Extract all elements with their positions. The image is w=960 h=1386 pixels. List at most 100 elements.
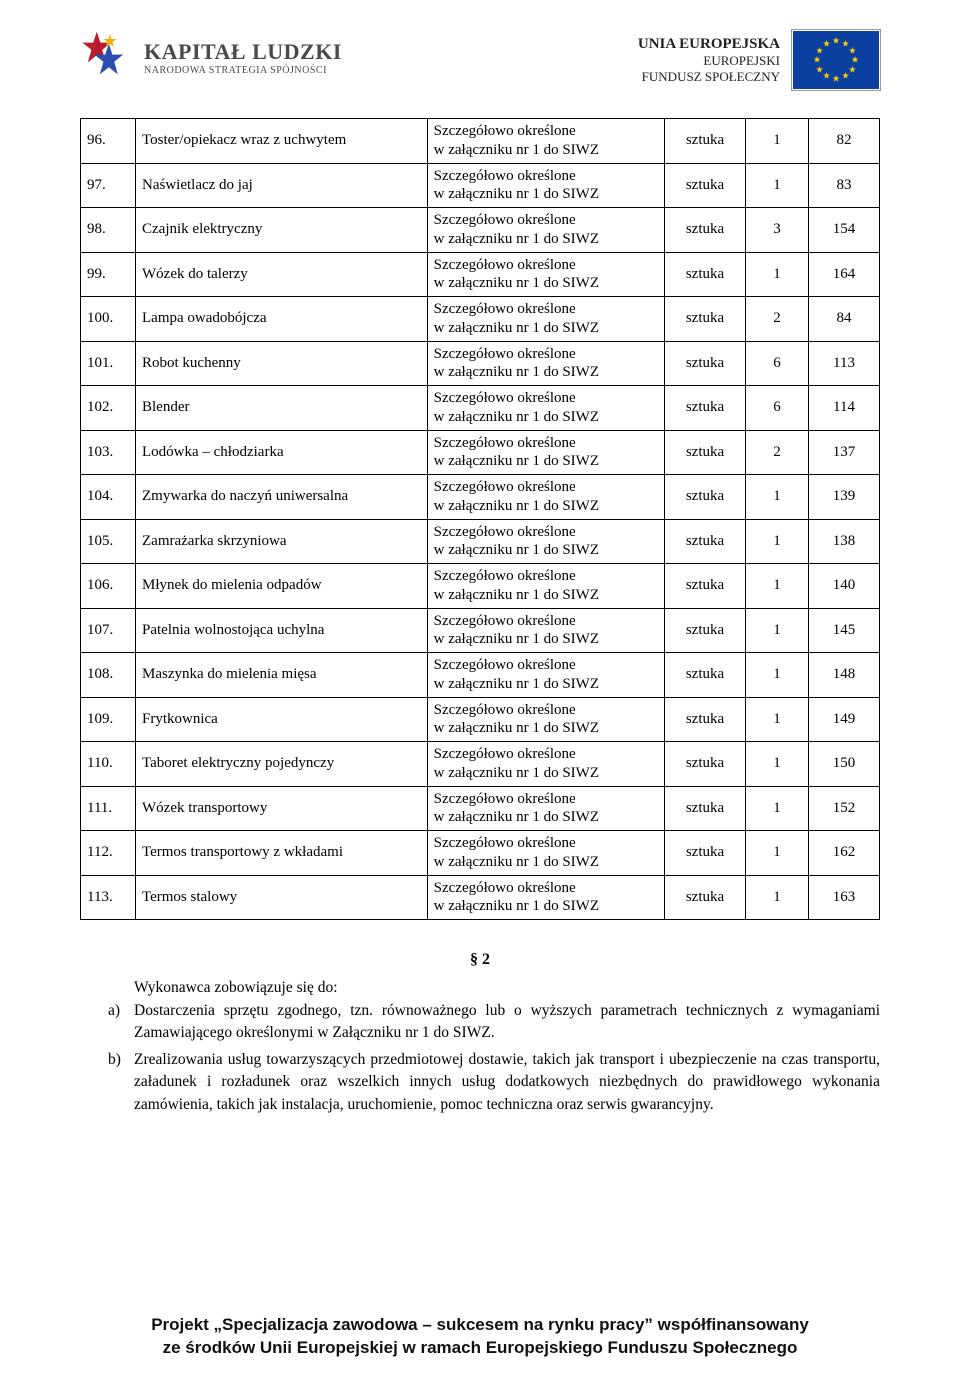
eu-star-icon: ★ bbox=[832, 74, 840, 85]
table-row: 103.Lodówka – chłodziarkaSzczegółowo okr… bbox=[81, 430, 880, 475]
row-unit: sztuka bbox=[665, 786, 746, 831]
list-marker: a) bbox=[108, 1000, 120, 1022]
row-page: 149 bbox=[809, 697, 880, 742]
row-unit: sztuka bbox=[665, 742, 746, 787]
table-row: 105.Zamrażarka skrzyniowaSzczegółowo okr… bbox=[81, 519, 880, 564]
row-unit: sztuka bbox=[665, 163, 746, 208]
row-page: 113 bbox=[809, 341, 880, 386]
row-quantity: 6 bbox=[746, 341, 809, 386]
kl-title: KAPITAŁ LUDZKI bbox=[144, 39, 342, 65]
row-index: 113. bbox=[81, 875, 136, 920]
row-description: Szczegółowo określonew załączniku nr 1 d… bbox=[427, 519, 664, 564]
row-quantity: 1 bbox=[746, 163, 809, 208]
row-unit: sztuka bbox=[665, 252, 746, 297]
row-quantity: 1 bbox=[746, 786, 809, 831]
footer-line1: Projekt „Specjalizacja zawodowa – sukces… bbox=[0, 1314, 960, 1337]
row-quantity: 1 bbox=[746, 252, 809, 297]
row-item-name: Maszynka do mielenia mięsa bbox=[136, 653, 428, 698]
row-unit: sztuka bbox=[665, 564, 746, 609]
row-index: 97. bbox=[81, 163, 136, 208]
row-index: 105. bbox=[81, 519, 136, 564]
row-unit: sztuka bbox=[665, 608, 746, 653]
row-description: Szczegółowo określonew załączniku nr 1 d… bbox=[427, 697, 664, 742]
table-row: 102.BlenderSzczegółowo określonew załącz… bbox=[81, 386, 880, 431]
row-quantity: 1 bbox=[746, 564, 809, 609]
row-page: 145 bbox=[809, 608, 880, 653]
row-item-name: Wózek transportowy bbox=[136, 786, 428, 831]
row-index: 96. bbox=[81, 119, 136, 164]
row-description: Szczegółowo określonew załączniku nr 1 d… bbox=[427, 341, 664, 386]
page: KAPITAŁ LUDZKI NARODOWA STRATEGIA SPÓJNO… bbox=[0, 0, 960, 1386]
row-description: Szczegółowo określonew załączniku nr 1 d… bbox=[427, 252, 664, 297]
header: KAPITAŁ LUDZKI NARODOWA STRATEGIA SPÓJNO… bbox=[80, 30, 880, 90]
row-item-name: Młynek do mielenia odpadów bbox=[136, 564, 428, 609]
kapital-ludzki-text: KAPITAŁ LUDZKI NARODOWA STRATEGIA SPÓJNO… bbox=[144, 39, 342, 76]
row-item-name: Lampa owadobójcza bbox=[136, 297, 428, 342]
footer: Projekt „Specjalizacja zawodowa – sukces… bbox=[0, 1314, 960, 1360]
row-page: 137 bbox=[809, 430, 880, 475]
row-index: 101. bbox=[81, 341, 136, 386]
row-page: 114 bbox=[809, 386, 880, 431]
table-row: 99.Wózek do talerzySzczegółowo określone… bbox=[81, 252, 880, 297]
row-page: 83 bbox=[809, 163, 880, 208]
row-description: Szczegółowo określonew załączniku nr 1 d… bbox=[427, 119, 664, 164]
row-index: 99. bbox=[81, 252, 136, 297]
eu-star-icon: ★ bbox=[822, 38, 830, 49]
row-index: 111. bbox=[81, 786, 136, 831]
eu-star-icon: ★ bbox=[848, 64, 856, 75]
row-page: 164 bbox=[809, 252, 880, 297]
row-index: 104. bbox=[81, 475, 136, 520]
row-description: Szczegółowo określonew załączniku nr 1 d… bbox=[427, 653, 664, 698]
row-page: 152 bbox=[809, 786, 880, 831]
row-unit: sztuka bbox=[665, 475, 746, 520]
table-row: 98.Czajnik elektrycznySzczegółowo określ… bbox=[81, 208, 880, 253]
row-quantity: 1 bbox=[746, 119, 809, 164]
row-quantity: 1 bbox=[746, 831, 809, 876]
table-row: 112.Termos transportowy z wkładamiSzczeg… bbox=[81, 831, 880, 876]
row-unit: sztuka bbox=[665, 430, 746, 475]
row-unit: sztuka bbox=[665, 653, 746, 698]
row-index: 100. bbox=[81, 297, 136, 342]
table-row: 111.Wózek transportowySzczegółowo określ… bbox=[81, 786, 880, 831]
row-description: Szczegółowo określonew załączniku nr 1 d… bbox=[427, 786, 664, 831]
row-quantity: 1 bbox=[746, 608, 809, 653]
row-quantity: 2 bbox=[746, 297, 809, 342]
row-item-name: Termos transportowy z wkładami bbox=[136, 831, 428, 876]
row-index: 112. bbox=[81, 831, 136, 876]
row-item-name: Zmywarka do naczyń uniwersalna bbox=[136, 475, 428, 520]
row-unit: sztuka bbox=[665, 386, 746, 431]
row-unit: sztuka bbox=[665, 875, 746, 920]
row-index: 107. bbox=[81, 608, 136, 653]
row-index: 109. bbox=[81, 697, 136, 742]
row-page: 154 bbox=[809, 208, 880, 253]
row-description: Szczegółowo określonew załączniku nr 1 d… bbox=[427, 297, 664, 342]
row-description: Szczegółowo określonew załączniku nr 1 d… bbox=[427, 475, 664, 520]
row-quantity: 6 bbox=[746, 386, 809, 431]
row-description: Szczegółowo określonew załączniku nr 1 d… bbox=[427, 831, 664, 876]
table-row: 107.Patelnia wolnostojąca uchylnaSzczegó… bbox=[81, 608, 880, 653]
row-quantity: 1 bbox=[746, 475, 809, 520]
eu-logo-block: UNIA EUROPEJSKA EUROPEJSKI FUNDUSZ SPOŁE… bbox=[638, 30, 880, 90]
row-page: 150 bbox=[809, 742, 880, 787]
row-unit: sztuka bbox=[665, 341, 746, 386]
table-row: 101.Robot kuchennySzczegółowo określonew… bbox=[81, 341, 880, 386]
row-description: Szczegółowo określonew załączniku nr 1 d… bbox=[427, 608, 664, 653]
row-description: Szczegółowo określonew załączniku nr 1 d… bbox=[427, 208, 664, 253]
section-item: b)Zrealizowania usług towarzyszących prz… bbox=[134, 1049, 880, 1116]
eu-line3: FUNDUSZ SPOŁECZNY bbox=[638, 69, 780, 85]
row-description: Szczegółowo określonew załączniku nr 1 d… bbox=[427, 564, 664, 609]
kapital-ludzki-icon bbox=[80, 30, 134, 84]
row-unit: sztuka bbox=[665, 119, 746, 164]
row-description: Szczegółowo określonew załączniku nr 1 d… bbox=[427, 430, 664, 475]
row-page: 163 bbox=[809, 875, 880, 920]
eu-line1: UNIA EUROPEJSKA bbox=[638, 35, 780, 53]
row-page: 82 bbox=[809, 119, 880, 164]
table-row: 104.Zmywarka do naczyń uniwersalnaSzczeg… bbox=[81, 475, 880, 520]
row-item-name: Lodówka – chłodziarka bbox=[136, 430, 428, 475]
row-page: 140 bbox=[809, 564, 880, 609]
row-item-name: Taboret elektryczny pojedynczy bbox=[136, 742, 428, 787]
table-row: 96.Toster/opiekacz wraz z uchwytemSzczeg… bbox=[81, 119, 880, 164]
section-2: § 2 Wykonawca zobowiązuje się do: a)Dost… bbox=[80, 948, 880, 1116]
row-index: 103. bbox=[81, 430, 136, 475]
row-index: 98. bbox=[81, 208, 136, 253]
